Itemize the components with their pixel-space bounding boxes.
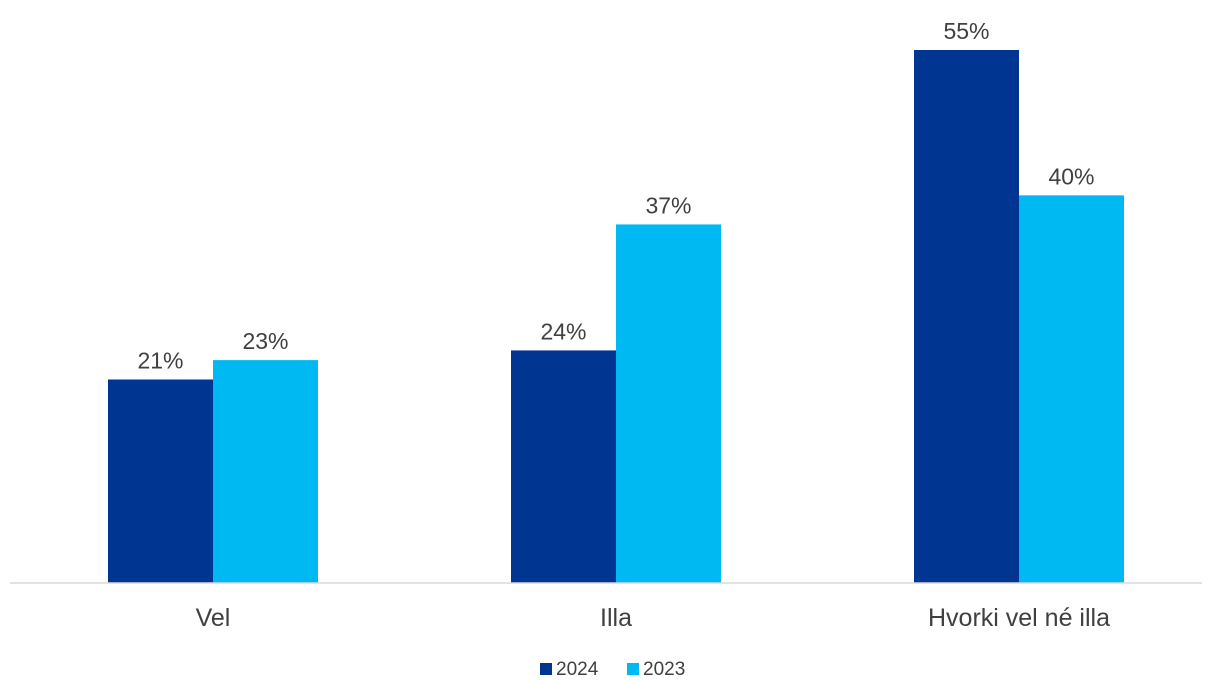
legend-label-2024: 2024 — [556, 659, 599, 680]
bars-layer — [108, 50, 1124, 583]
category-label-3: Hvorki vel né illa — [928, 604, 1110, 632]
data-label-2023-2: 37% — [645, 192, 691, 218]
bar-2024-1 — [108, 379, 213, 583]
bar-2024-3 — [914, 50, 1019, 583]
legend-label-2023: 2023 — [643, 659, 685, 680]
bar-2023-2 — [616, 224, 721, 583]
value-labels-layer: 21% 23% 24% 37% 55% 40% — [137, 18, 1094, 373]
data-label-2023-1: 23% — [242, 328, 288, 354]
bar-2023-3 — [1019, 195, 1124, 583]
data-label-2024-3: 55% — [943, 18, 989, 44]
data-label-2023-3: 40% — [1048, 163, 1094, 189]
bar-2024-2 — [511, 350, 616, 583]
legend-swatch-2023 — [627, 663, 639, 675]
bar-2023-1 — [213, 360, 318, 583]
category-label-1: Vel — [196, 604, 231, 632]
legend-swatch-2024 — [540, 663, 552, 675]
data-label-2024-2: 24% — [540, 318, 586, 344]
legend: 2024 2023 — [540, 659, 685, 680]
category-labels-layer: Vel Illa Hvorki vel né illa — [196, 604, 1110, 632]
category-label-2: Illa — [600, 604, 632, 632]
data-label-2024-1: 21% — [137, 347, 183, 373]
